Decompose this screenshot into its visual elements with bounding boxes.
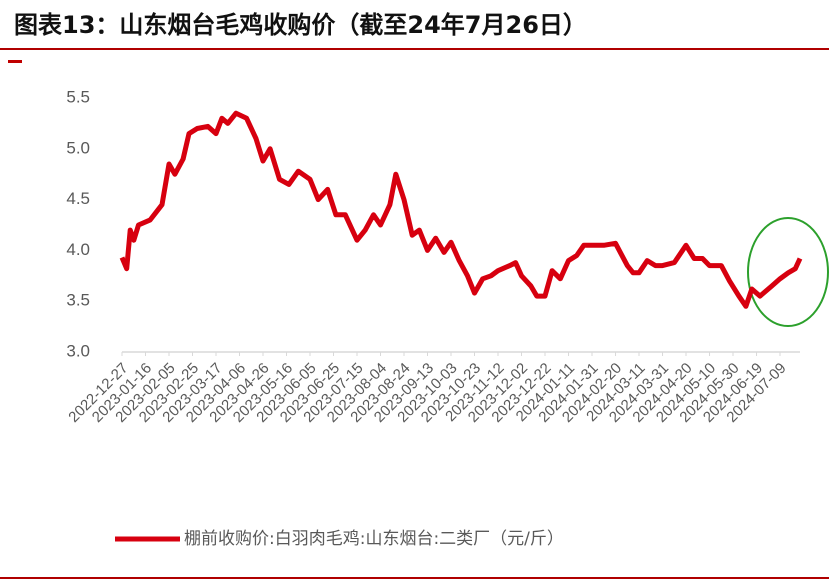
y-tick-label: 5.5 bbox=[66, 87, 90, 106]
series-line bbox=[119, 110, 803, 309]
title-accent bbox=[8, 60, 22, 63]
highlight-ellipse bbox=[747, 217, 829, 327]
y-tick-label: 4.5 bbox=[66, 189, 90, 208]
legend-label: 棚前收购价:白羽肉毛鸡:山东烟台:二类厂（元/斤） bbox=[184, 529, 564, 549]
chart-title: 图表13：山东烟台毛鸡收购价（截至24年7月26日） bbox=[14, 11, 587, 39]
y-tick-label: 4.0 bbox=[66, 240, 90, 259]
y-tick-label: 3.0 bbox=[66, 341, 90, 360]
y-tick-label: 5.0 bbox=[66, 138, 90, 157]
y-tick-label: 3.5 bbox=[66, 291, 90, 310]
